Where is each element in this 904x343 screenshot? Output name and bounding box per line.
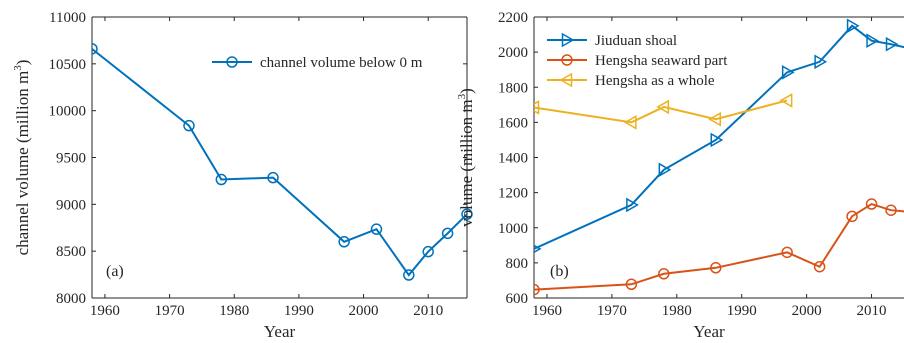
- legend-marker: [226, 56, 238, 68]
- series-line: [534, 202, 904, 291]
- x-tick-label: 1960: [90, 303, 120, 319]
- data-point: [534, 283, 540, 296]
- y-tick-label: 1000: [498, 221, 528, 237]
- x-tick-label: 1980: [219, 303, 249, 319]
- data-point: [403, 269, 415, 281]
- y-tick-label: 2000: [498, 45, 528, 61]
- data-point: [779, 93, 793, 108]
- series-line: [534, 99, 788, 124]
- data-point: [846, 210, 858, 223]
- data-point: [846, 18, 860, 34]
- x-tick-label: 1980: [662, 303, 692, 319]
- data-point: [658, 268, 670, 280]
- data-point: [534, 100, 540, 115]
- y-tick-label: 1200: [498, 186, 528, 202]
- data-point: [338, 236, 350, 248]
- legend-marker: [561, 32, 575, 48]
- legend-label: Hengsha seaward part: [595, 53, 728, 69]
- data-point: [781, 246, 793, 259]
- y-tick-label: 11000: [49, 10, 86, 26]
- data-point: [885, 36, 899, 52]
- x-tick-label: 2010: [857, 303, 887, 319]
- data-point: [865, 198, 878, 210]
- data-point: [813, 260, 826, 273]
- series-group: [534, 18, 904, 296]
- y-tick-label: 1400: [498, 151, 528, 167]
- panel-a: 1960 1970 1980 1990 2000 2010 8000 8500 9000 9500…: [12, 10, 473, 341]
- y-tick-label: 9000: [56, 197, 86, 213]
- x-tick-label: 1990: [727, 303, 757, 319]
- data-point: [534, 244, 542, 254]
- y-tick-label: 800: [506, 256, 529, 272]
- data-point: [625, 278, 638, 291]
- data-point: [656, 99, 670, 115]
- data-point: [658, 162, 672, 178]
- x-tick-label: 2000: [792, 303, 822, 319]
- data-point: [461, 208, 473, 220]
- y-tick-label: 9500: [56, 151, 86, 167]
- x-tick-label: 1970: [597, 303, 627, 319]
- data-point: [710, 132, 724, 148]
- y-tick-label: 10000: [49, 104, 87, 120]
- x-tick-label: 1970: [155, 303, 185, 319]
- data-point: [422, 245, 434, 258]
- data-point: [866, 33, 880, 49]
- legend-marker: [559, 72, 573, 88]
- series-line: [92, 48, 468, 277]
- legend-label: channel volume below 0 m: [260, 55, 423, 71]
- y-tick-label: 2200: [498, 10, 528, 26]
- series-line: [534, 24, 904, 250]
- data-point: [370, 223, 383, 235]
- data-point: [626, 197, 639, 213]
- y-tick-label: 600: [506, 291, 529, 307]
- data-point: [781, 65, 795, 80]
- data-point: [267, 171, 279, 184]
- panel-b: 1960 1970 1980 1990 2000 2010 600 800 1000 1200 14…: [456, 10, 904, 341]
- y-tick-label: 8000: [56, 291, 86, 307]
- series-group: [92, 43, 473, 281]
- y-tick-label: 10500: [49, 57, 87, 73]
- legend-label: Jiuduan shoal: [595, 33, 677, 49]
- panel-label: (b): [550, 263, 569, 280]
- data-point: [215, 173, 228, 186]
- y-axis-label: volume (million m3): [456, 88, 476, 227]
- data-point: [183, 119, 195, 132]
- x-tick-label: 1960: [532, 303, 562, 319]
- x-tick-label: 2010: [413, 303, 443, 319]
- x-tick-label: 2000: [349, 303, 379, 319]
- legend-marker: [561, 54, 573, 66]
- legend-label: Hengsha as a whole: [595, 73, 715, 89]
- y-tick-label: 1600: [498, 115, 528, 131]
- x-axis-label: Year: [264, 322, 296, 341]
- panel-label: (a): [106, 263, 124, 280]
- data-point: [623, 115, 637, 130]
- data-point: [441, 227, 454, 240]
- x-axis-label: Year: [693, 322, 725, 341]
- data-point: [814, 54, 828, 70]
- y-tick-label: 8500: [56, 244, 86, 260]
- data-point: [710, 262, 722, 274]
- data-point: [885, 204, 897, 216]
- x-tick-label: 1990: [284, 303, 314, 319]
- y-axis-label: channel volume (million m3): [12, 60, 32, 256]
- y-tick-label: 1800: [498, 80, 528, 96]
- data-point: [92, 43, 98, 55]
- data-point: [708, 111, 722, 127]
